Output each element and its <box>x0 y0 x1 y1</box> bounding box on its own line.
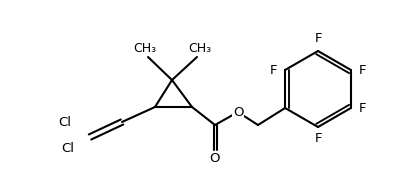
Text: F: F <box>359 101 367 115</box>
Text: O: O <box>233 105 243 118</box>
Text: Cl: Cl <box>58 116 71 129</box>
Text: F: F <box>269 64 277 76</box>
Text: F: F <box>314 133 322 145</box>
Text: Cl: Cl <box>62 142 75 156</box>
Text: CH₃: CH₃ <box>133 41 157 55</box>
Text: F: F <box>314 33 322 45</box>
Text: O: O <box>210 153 220 165</box>
Text: F: F <box>359 64 367 76</box>
Text: CH₃: CH₃ <box>188 41 212 55</box>
